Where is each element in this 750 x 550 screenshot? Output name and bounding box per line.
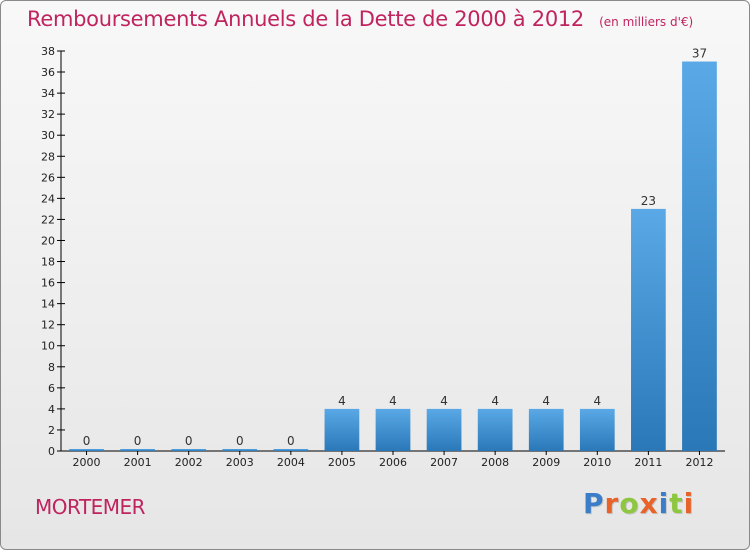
bar-2007: [426, 408, 462, 451]
chart-subtitle: (en milliers d'€): [599, 15, 694, 29]
x-tick-label: 2002: [175, 456, 203, 469]
data-labels: 0 0 0 0 0 4 4 4 4 4 4 23 37: [83, 47, 707, 448]
bar-2008: [477, 408, 513, 451]
y-tick-label: 32: [41, 108, 55, 121]
y-tick-label: 16: [41, 277, 55, 290]
x-tick-label: 2008: [481, 456, 509, 469]
bar-2000: [69, 449, 104, 451]
x-tick-label: 2009: [532, 456, 560, 469]
y-tick-label: 38: [41, 45, 55, 58]
y-tick-label: 20: [41, 234, 55, 247]
data-label: 23: [641, 194, 656, 208]
y-tick-label: 10: [41, 340, 55, 353]
data-label: 4: [389, 394, 397, 408]
bar-2011: [631, 208, 666, 451]
bar-2006: [375, 408, 411, 451]
x-tick-label: 2006: [379, 456, 407, 469]
y-tick-label: 24: [41, 192, 55, 205]
y-tick-label: 0: [48, 445, 55, 458]
y-tick-label: 18: [41, 256, 55, 269]
x-tick-label: 2000: [73, 456, 101, 469]
y-tick-label: 30: [41, 129, 55, 142]
y-tick-label: 6: [48, 382, 55, 395]
brand-letter: i: [658, 487, 670, 520]
y-tick-label: 28: [41, 150, 55, 163]
data-label: 4: [338, 394, 346, 408]
bar-2012: [682, 61, 717, 452]
x-tick-label: 2004: [277, 456, 305, 469]
bar-2009: [528, 408, 564, 451]
y-tick-label: 8: [48, 361, 55, 374]
x-tick-label: 2012: [685, 456, 713, 469]
title-row: Remboursements Annuels de la Dette de 20…: [27, 7, 693, 31]
brand-letter: i: [683, 487, 695, 520]
data-label: 4: [440, 394, 448, 408]
x-tick-label: 2001: [124, 456, 152, 469]
x-tick-label: 2007: [430, 456, 458, 469]
y-tick-label: 22: [41, 213, 55, 226]
bar-2004: [273, 449, 309, 451]
y-tick-label: 26: [41, 171, 55, 184]
data-label: 4: [593, 394, 601, 408]
y-tick-label: 2: [48, 424, 55, 437]
bars: [69, 61, 717, 452]
brand-letter: o: [619, 487, 640, 520]
bar-2001: [120, 449, 155, 451]
data-label: 0: [185, 434, 193, 448]
data-label: 0: [287, 434, 295, 448]
y-tick-label: 12: [41, 319, 55, 332]
brand-letter: t: [669, 487, 684, 520]
brand-letter: x: [639, 487, 659, 520]
data-label: 0: [83, 434, 91, 448]
y-tick-label: 36: [41, 66, 55, 79]
brand-logo: Proxiti: [583, 487, 694, 520]
y-tick-label: 4: [48, 403, 55, 416]
bar-2010: [579, 408, 615, 451]
data-label: 37: [692, 47, 707, 61]
x-tick-label: 2010: [583, 456, 611, 469]
brand-letter: P: [583, 487, 605, 520]
data-label: 4: [542, 394, 550, 408]
x-tick-label: 2011: [634, 456, 662, 469]
data-label: 4: [491, 394, 499, 408]
bar-2005: [324, 408, 360, 451]
y-tick-label: 34: [41, 87, 55, 100]
bar-2003: [222, 449, 258, 451]
chart-title: Remboursements Annuels de la Dette de 20…: [27, 7, 584, 31]
town-name: MORTEMER: [35, 495, 146, 519]
brand-letter: r: [604, 487, 620, 520]
x-tick-label: 2005: [328, 456, 356, 469]
data-label: 0: [134, 434, 142, 448]
y-tick-label: 14: [41, 298, 55, 311]
x-tick-label: 2003: [226, 456, 254, 469]
bar-2002: [171, 449, 207, 451]
data-label: 0: [236, 434, 244, 448]
